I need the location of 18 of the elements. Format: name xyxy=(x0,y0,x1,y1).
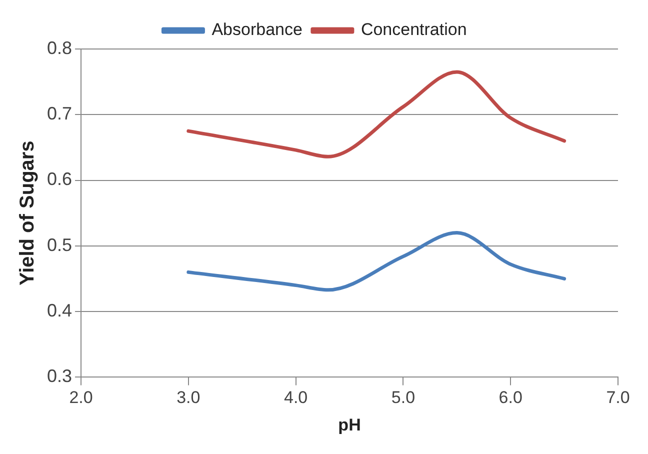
x-tick-label: 5.0 xyxy=(391,388,416,408)
y-tick-label: 0.3 xyxy=(46,366,72,386)
y-tick-label: 0.7 xyxy=(46,104,72,124)
x-tick-label: 4.0 xyxy=(284,388,308,408)
legend-label: Concentration xyxy=(360,20,467,40)
line-series xyxy=(186,70,566,158)
line-series xyxy=(186,231,566,292)
x-axis-title: pH xyxy=(338,415,361,434)
y-tick-label: 0.6 xyxy=(46,169,72,190)
x-tick-label: 7.0 xyxy=(606,388,630,408)
y-tick-label: 0.4 xyxy=(46,300,72,321)
y-tick-label: 0.8 xyxy=(46,38,72,58)
y-axis-title: Yield of Sugars xyxy=(16,140,39,286)
x-tick-label: 2.0 xyxy=(69,388,93,408)
legend-label: Absorbance xyxy=(212,20,302,40)
x-tick-label: 3.0 xyxy=(176,388,200,408)
y-tick-label: 0.5 xyxy=(46,234,72,255)
x-tick-label: 6.0 xyxy=(498,388,522,408)
